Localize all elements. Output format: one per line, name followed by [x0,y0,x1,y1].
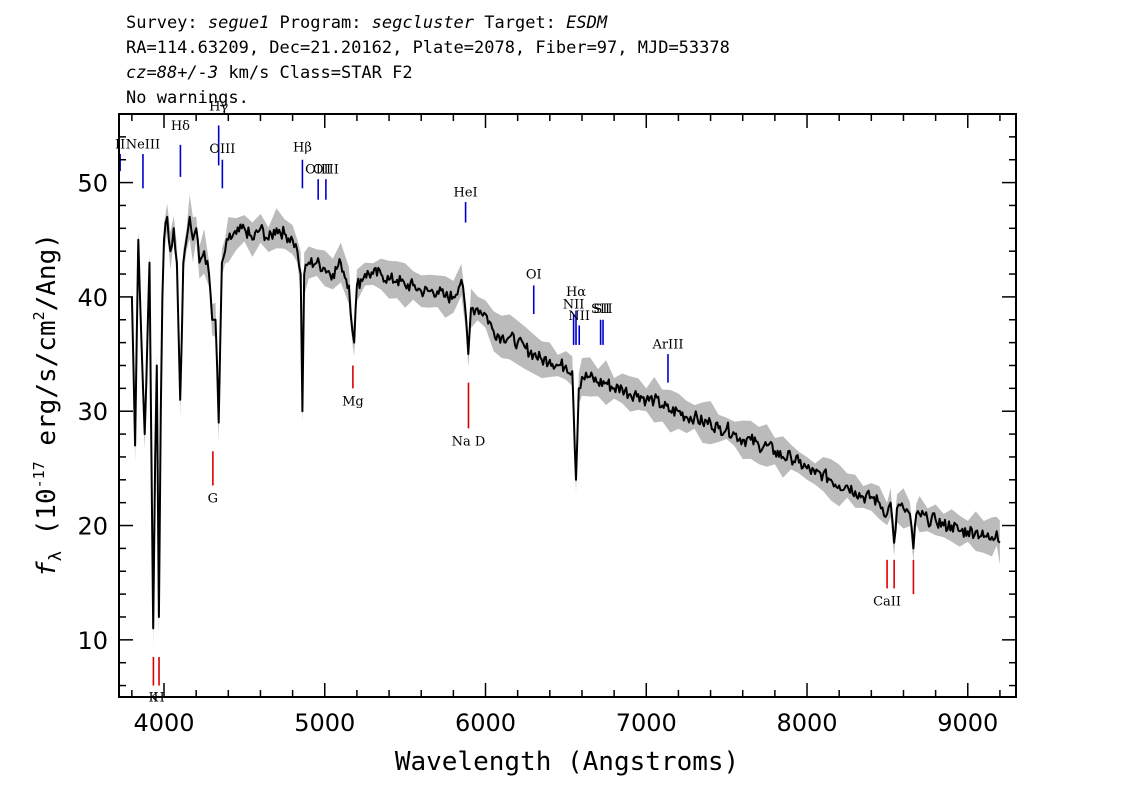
absorption-line-label-0: K [149,691,159,706]
x-tick-label: 5000 [294,709,355,737]
cz-label: cz [126,63,146,83]
absorption-line-label-1: H [153,691,164,706]
emission-line-label-1: NeIII [126,137,160,152]
spectrum-layer [130,194,1001,647]
absorption-line-label-2: G [208,492,218,507]
emission-line-label-13: SII [591,302,610,317]
emission-line-label-5: Hβ [293,141,312,156]
emission-line-label-3: Hγ [209,100,228,115]
x-tick-label: 6000 [455,709,516,737]
emission-line-label-12: NII [568,309,590,324]
header-line-4: No warnings. [126,88,249,108]
header-line-3: cz=88+/-3 km/s Class=STAR F2 [126,63,413,83]
emission-line-label-10: NII [563,297,585,312]
y-axis-title-text: fλ (10-17 erg/s/cm2/Ang) [30,233,66,577]
y-axis-sq: 2 [30,311,48,320]
y-axis-f: f [32,561,62,577]
y-tick-label: 30 [77,398,108,426]
emission-line-label-11: Hα [566,285,586,300]
emission-line-label-6: OIII [305,162,331,177]
y-axis-title: fλ (10-17 erg/s/cm2/Ang) [30,233,66,577]
y-axis-lambda: λ [46,551,66,561]
error-band [131,194,1000,647]
y-tick-label: 20 [77,513,108,541]
header-line-2: RA=114.63209, Dec=21.20162, Plate=2078, … [126,38,730,58]
emission-line-label-14: SII [593,302,612,317]
absorption-line-label-4: Na D [452,435,486,450]
x-tick-label: 9000 [937,709,998,737]
target-label: Target: [474,13,566,33]
survey-label: Survey: [126,13,208,33]
class-text: km/s Class=STAR F2 [218,63,412,83]
y-axis-close: /Ang) [32,233,62,311]
emission-line-label-9: OI [526,268,542,283]
x-tick-label: 7000 [616,709,677,737]
x-tick-label: 4000 [133,709,194,737]
program-label: Program: [269,13,371,33]
x-axis-title: Wavelength (Angstroms) [395,747,739,777]
emission-line-label-7: OIII [313,162,339,177]
emission-line-label-8: HeI [453,185,477,200]
y-axis-exp: -17 [30,461,48,488]
survey-value: segue1 [208,13,269,33]
target-value: ESDM [566,13,608,33]
emission-line-label-2: Hδ [171,119,190,134]
axis-ticks: 4000 5000 6000 7000 8000 9000 10 20 30 40 50 [77,113,1016,737]
absorption-line-label-3: Mg [342,395,364,410]
y-tick-label: 10 [77,627,108,655]
emission-line-label-0: II [115,137,125,152]
y-tick-label: 50 [77,170,108,198]
flux-line [130,215,1001,630]
emission-line-label-4: OIII [209,142,235,157]
chart-header: Survey: segue1 Program: segcluster Targe… [126,13,730,108]
y-tick-label: 40 [77,284,108,312]
plot-frame [118,113,1017,698]
program-value: segcluster [372,13,475,33]
absorption-line-label-5: CaII [873,595,901,610]
x-tick-label: 8000 [776,709,837,737]
emission-line-label-15: ArIII [651,337,683,352]
y-axis-open: (10 [32,488,62,551]
cz-value: =88+/-3 [146,63,218,83]
header-line-1: Survey: segue1 Program: segcluster Targe… [126,13,608,33]
y-axis-units: erg/s/cm [32,320,62,461]
